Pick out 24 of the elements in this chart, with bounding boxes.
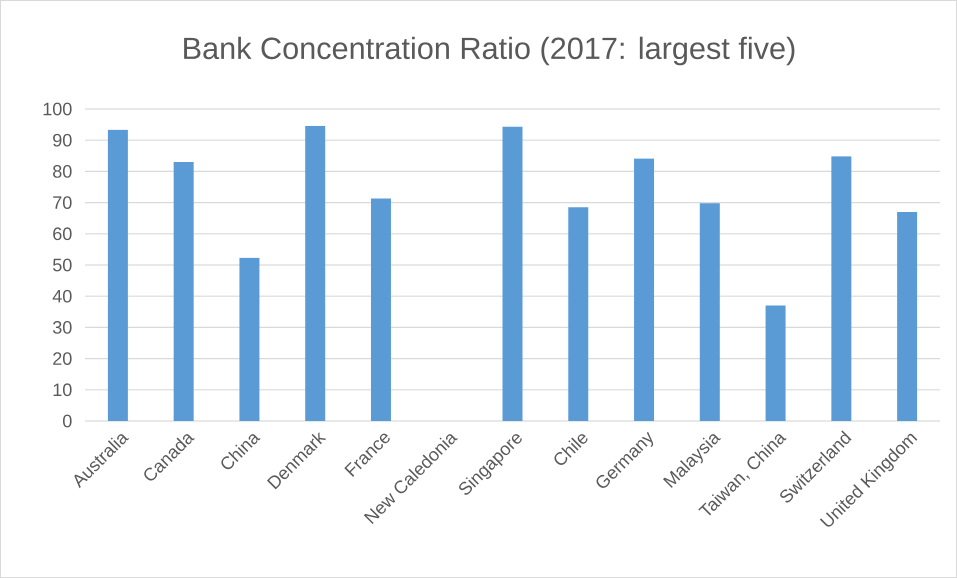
y-tick-label: 70	[53, 196, 72, 209]
bar	[108, 130, 128, 421]
y-tick-label: 60	[53, 227, 72, 240]
bar	[766, 306, 786, 421]
y-tick-label: 90	[53, 134, 72, 147]
bar	[370, 198, 391, 421]
bar	[634, 158, 654, 421]
bar	[502, 126, 522, 421]
bar	[568, 207, 588, 421]
y-tick-label: 10	[54, 383, 72, 396]
chart-title: Bank Concentration Ratio (2017: largest five)	[184, 36, 794, 66]
y-tick-label: 100	[44, 102, 72, 116]
y-tick-label: 20	[53, 352, 72, 365]
bar	[700, 203, 720, 421]
y-tick-label: 40	[52, 290, 72, 303]
y-tick-label: 50	[52, 258, 72, 272]
bar	[897, 212, 918, 421]
y-tick-label: 30	[52, 321, 72, 334]
bar	[174, 162, 194, 421]
bar	[305, 126, 326, 421]
bar	[831, 156, 852, 421]
y-tick-label: 80	[53, 165, 72, 178]
bar	[239, 258, 260, 421]
y-tick-label: 0	[63, 414, 72, 428]
